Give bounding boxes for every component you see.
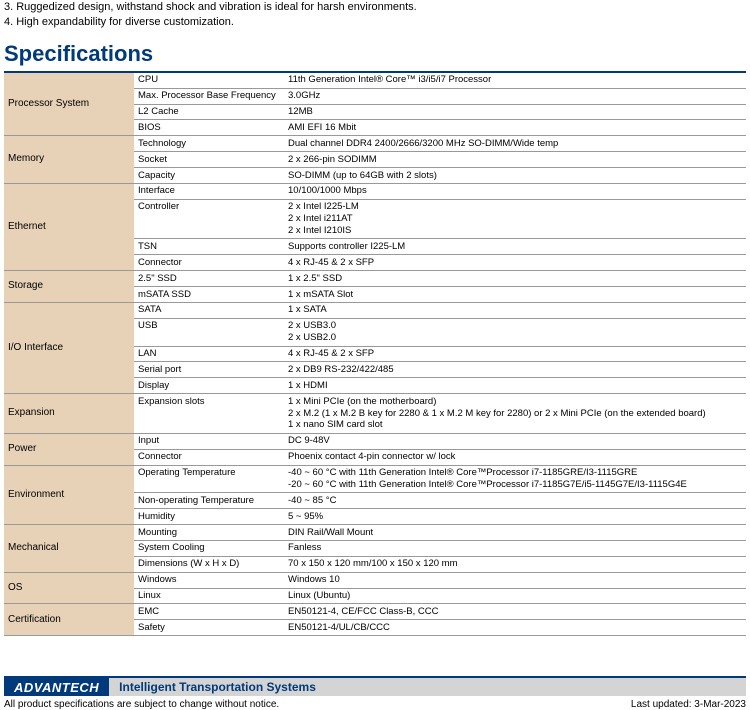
value-cell: 10/100/1000 Mbps (284, 183, 746, 199)
attribute-cell: TSN (134, 239, 284, 255)
value-cell: DIN Rail/Wall Mount (284, 525, 746, 541)
category-cell: Expansion (4, 394, 134, 434)
attribute-cell: Operating Temperature (134, 465, 284, 493)
category-cell: Certification (4, 604, 134, 636)
attribute-cell: Connector (134, 255, 284, 271)
attribute-cell: L2 Cache (134, 104, 284, 120)
table-row: PowerInputDC 9-48V (4, 433, 746, 449)
value-cell: AMI EFI 16 Mbit (284, 120, 746, 136)
table-row: MechanicalMountingDIN Rail/Wall Mount (4, 525, 746, 541)
value-cell: 1 x HDMI (284, 378, 746, 394)
value-cell: -40 ~ 60 °C with 11th Generation Intel® … (284, 465, 746, 493)
brand-slogan: Intelligent Transportation Systems (109, 678, 746, 696)
attribute-cell: Interface (134, 183, 284, 199)
value-cell: Windows 10 (284, 572, 746, 588)
table-row: OSWindowsWindows 10 (4, 572, 746, 588)
value-cell: 4 x RJ-45 & 2 x SFP (284, 346, 746, 362)
value-cell: EN50121-4/UL/CB/CCC (284, 620, 746, 636)
attribute-cell: mSATA SSD (134, 287, 284, 303)
attribute-cell: Display (134, 378, 284, 394)
value-cell: 2 x Intel I225-LM2 x Intel i211AT2 x Int… (284, 199, 746, 239)
attribute-cell: Serial port (134, 362, 284, 378)
footer-updated: Last updated: 3-Mar-2023 (631, 699, 746, 710)
value-cell: Supports controller I225-LM (284, 239, 746, 255)
attribute-cell: Input (134, 433, 284, 449)
attribute-cell: Technology (134, 136, 284, 152)
attribute-cell: CPU (134, 72, 284, 88)
category-cell: OS (4, 572, 134, 604)
attribute-cell: Non-operating Temperature (134, 493, 284, 509)
value-cell: 4 x RJ-45 & 2 x SFP (284, 255, 746, 271)
category-cell: Processor System (4, 72, 134, 136)
value-cell: EN50121-4, CE/FCC Class-B, CCC (284, 604, 746, 620)
attribute-cell: Expansion slots (134, 394, 284, 434)
value-cell: 5 ~ 95% (284, 509, 746, 525)
value-cell: 3.0GHz (284, 88, 746, 104)
category-cell: Ethernet (4, 183, 134, 270)
attribute-cell: Controller (134, 199, 284, 239)
attribute-cell: Windows (134, 572, 284, 588)
attribute-cell: System Cooling (134, 540, 284, 556)
attribute-cell: Max. Processor Base Frequency (134, 88, 284, 104)
value-cell: Linux (Ubuntu) (284, 588, 746, 604)
table-row: MemoryTechnologyDual channel DDR4 2400/2… (4, 136, 746, 152)
attribute-cell: BIOS (134, 120, 284, 136)
value-cell: Dual channel DDR4 2400/2666/3200 MHz SO-… (284, 136, 746, 152)
brand-logo: ADVANTECH (4, 678, 109, 696)
attribute-cell: Safety (134, 620, 284, 636)
category-cell: Environment (4, 465, 134, 525)
value-cell: 1 x SATA (284, 302, 746, 318)
value-cell: SO-DIMM (up to 64GB with 2 slots) (284, 168, 746, 184)
value-cell: Phoenix contact 4-pin connector w/ lock (284, 449, 746, 465)
value-cell: DC 9-48V (284, 433, 746, 449)
attribute-cell: Capacity (134, 168, 284, 184)
value-cell: 2 x USB3.02 x USB2.0 (284, 318, 746, 346)
attribute-cell: LAN (134, 346, 284, 362)
value-cell: 1 x Mini PCIe (on the motherboard)2 x M.… (284, 394, 746, 434)
category-cell: Memory (4, 136, 134, 184)
value-cell: 12MB (284, 104, 746, 120)
attribute-cell: 2.5" SSD (134, 271, 284, 287)
value-cell: 1 x mSATA Slot (284, 287, 746, 303)
value-cell: -40 ~ 85 °C (284, 493, 746, 509)
attribute-cell: EMC (134, 604, 284, 620)
specifications-table: Processor SystemCPU11th Generation Intel… (4, 71, 746, 636)
attribute-cell: Mounting (134, 525, 284, 541)
table-row: EthernetInterface10/100/1000 Mbps (4, 183, 746, 199)
table-row: ExpansionExpansion slots1 x Mini PCIe (o… (4, 394, 746, 434)
value-cell: 1 x 2.5" SSD (284, 271, 746, 287)
category-cell: I/O Interface (4, 302, 134, 393)
value-cell: 2 x 266-pin SODIMM (284, 152, 746, 168)
table-row: CertificationEMCEN50121-4, CE/FCC Class-… (4, 604, 746, 620)
table-row: I/O InterfaceSATA1 x SATA (4, 302, 746, 318)
value-cell: Fanless (284, 540, 746, 556)
table-row: Processor SystemCPU11th Generation Intel… (4, 72, 746, 88)
attribute-cell: Humidity (134, 509, 284, 525)
category-cell: Power (4, 433, 134, 465)
attribute-cell: Socket (134, 152, 284, 168)
intro-line-2: 3. Ruggedized design, withstand shock an… (4, 0, 746, 15)
intro-line-3: 4. High expandability for diverse custom… (4, 15, 746, 30)
attribute-cell: Linux (134, 588, 284, 604)
attribute-cell: Dimensions (W x H x D) (134, 556, 284, 572)
attribute-cell: Connector (134, 449, 284, 465)
category-cell: Mechanical (4, 525, 134, 573)
table-row: EnvironmentOperating Temperature-40 ~ 60… (4, 465, 746, 493)
specifications-heading: Specifications (4, 41, 746, 67)
value-cell: 70 x 150 x 120 mm/100 x 150 x 120 mm (284, 556, 746, 572)
attribute-cell: SATA (134, 302, 284, 318)
attribute-cell: USB (134, 318, 284, 346)
category-cell: Storage (4, 271, 134, 303)
value-cell: 11th Generation Intel® Core™ i3/i5/i7 Pr… (284, 72, 746, 88)
footer-bar: ADVANTECH Intelligent Transportation Sys… (4, 676, 746, 696)
footer-disclaimer: All product specifications are subject t… (4, 699, 279, 710)
value-cell: 2 x DB9 RS-232/422/485 (284, 362, 746, 378)
table-row: Storage2.5" SSD1 x 2.5" SSD (4, 271, 746, 287)
